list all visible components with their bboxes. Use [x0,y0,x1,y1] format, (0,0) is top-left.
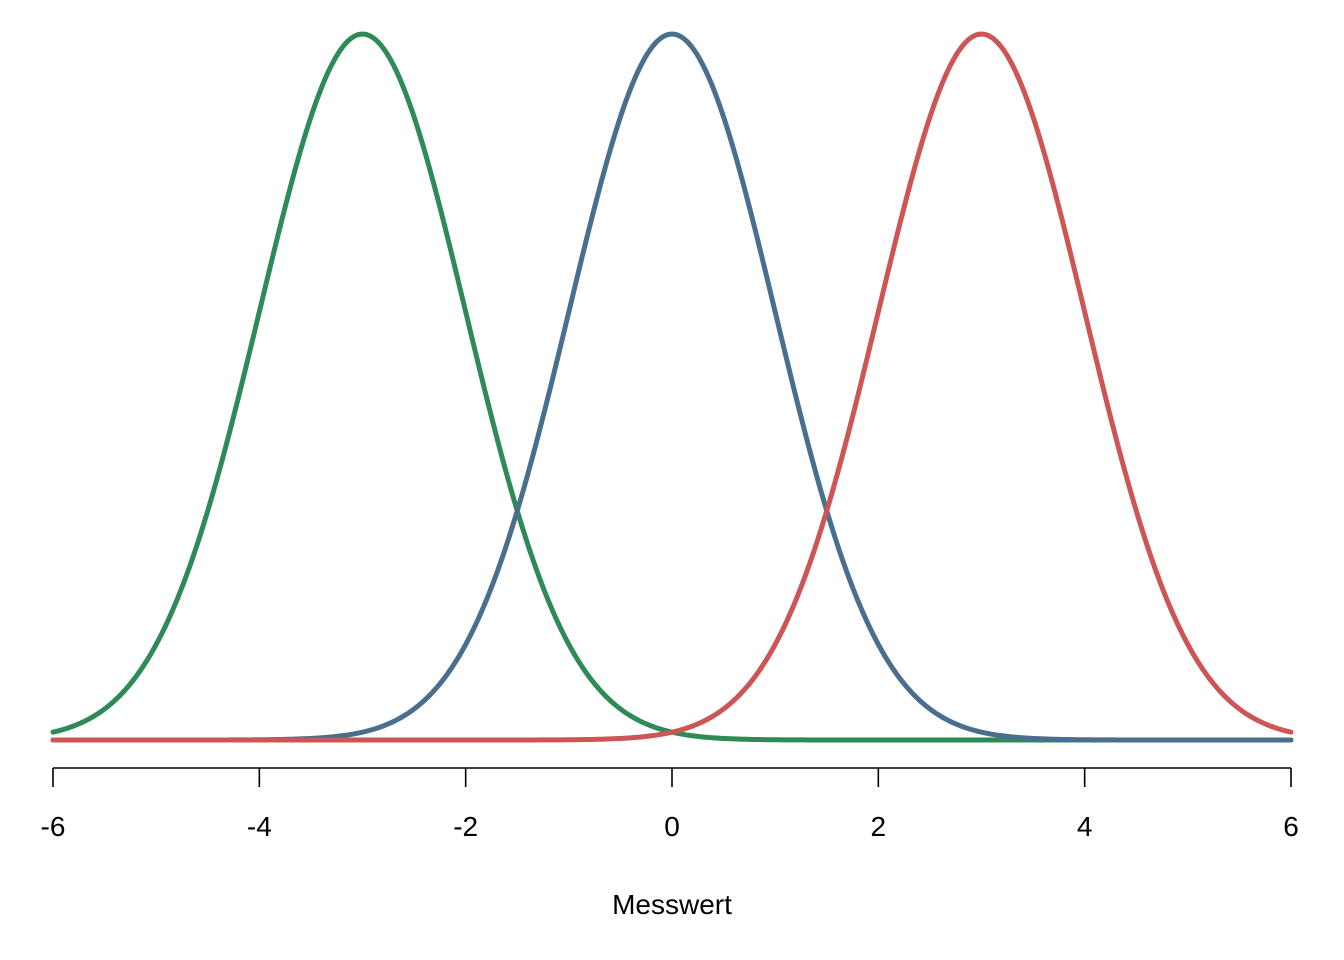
x-tick-label: 4 [1077,811,1093,842]
x-tick-label: 2 [871,811,887,842]
x-tick-label: 6 [1283,811,1299,842]
series-line-3 [50,31,1294,743]
x-axis-title: Messwert [612,889,732,920]
x-tick-label: -2 [453,811,478,842]
series-layer [50,31,1294,743]
x-tick-label: -6 [41,811,66,842]
x-tick-label: -4 [247,811,272,842]
x-ticks: -6 -4 -2 0 2 4 6 [41,768,1299,842]
x-axis: -6 -4 -2 0 2 4 6 [41,767,1299,842]
x-tick-label: 0 [664,811,680,842]
